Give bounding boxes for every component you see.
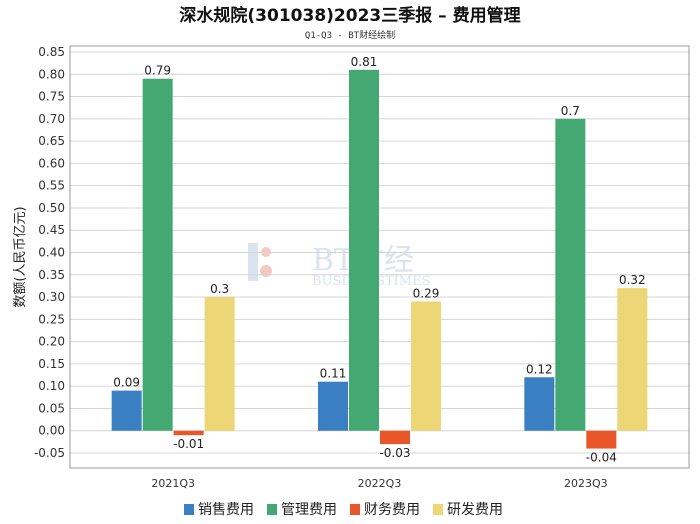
data-label: 0.12: [526, 362, 553, 376]
legend: 销售费用 管理费用 财务费用 研发费用: [184, 502, 503, 518]
bar: [617, 288, 648, 431]
y-tick-label: 0.70: [38, 112, 65, 126]
bar: [318, 381, 348, 431]
legend-label: 财务费用: [364, 502, 420, 518]
x-category-label: 2021Q3: [151, 477, 195, 490]
data-label: 0.09: [113, 376, 140, 390]
y-tick-label: 0.35: [38, 268, 65, 282]
y-tick-label: 0.75: [38, 90, 65, 104]
y-tick-label: 0.25: [38, 312, 65, 326]
legend-swatch: [350, 504, 360, 515]
legend-label: 研发费用: [447, 502, 503, 518]
x-category-label: 2023Q3: [564, 477, 608, 490]
y-tick-label: 0.85: [38, 45, 65, 59]
data-label: 0.7: [561, 104, 580, 118]
bar: [173, 430, 204, 436]
bars: [111, 69, 648, 449]
y-tick-label: 0.50: [38, 201, 65, 215]
legend-swatch: [184, 504, 194, 515]
chart-subtitle: Q1-Q3 - BT财经绘制: [305, 29, 395, 41]
x-axis-categories: 2021Q3 2022Q3 2023Q3: [151, 477, 607, 490]
y-tick-label: 0.40: [38, 246, 65, 260]
y-tick-label: 0.60: [38, 156, 65, 170]
data-label: 0.11: [320, 367, 347, 381]
y-axis-ticks: 0.85 0.80 0.75 0.70 0.65 0.60 0.55 0.50 0.45 0.40…: [34, 45, 65, 460]
legend-swatch: [267, 504, 277, 515]
bar: [142, 78, 173, 431]
data-label: 0.81: [351, 55, 378, 69]
y-tick-label: 0.30: [38, 290, 65, 304]
bar: [411, 301, 441, 431]
legend-label: 销售费用: [198, 502, 254, 518]
data-label: 0.32: [619, 273, 646, 287]
y-tick-label: 0.15: [38, 357, 65, 371]
bar: [524, 377, 555, 431]
watermark: BT财经 BUSINESSTIMES: [248, 243, 431, 289]
grid: [70, 51, 689, 454]
data-label: -0.03: [379, 446, 410, 460]
y-tick-label: 0.00: [38, 424, 65, 438]
x-category-label: 2022Q3: [358, 477, 402, 490]
y-tick-label: 0.10: [38, 379, 65, 393]
y-axis-label: 数额(人民币亿元): [13, 206, 28, 307]
y-tick-label: 0.65: [38, 134, 65, 148]
data-label: -0.04: [586, 451, 617, 465]
data-label: 0.29: [413, 287, 440, 301]
bar: [586, 430, 617, 449]
legend-label: 管理费用: [281, 502, 337, 518]
bar: [380, 430, 410, 445]
bar: [204, 297, 235, 431]
plot-frame: [69, 45, 690, 469]
data-label: -0.01: [173, 437, 204, 451]
bar: [111, 390, 142, 431]
data-labels: 0.09 0.79 -0.01 0.3 0.11 0.81 -0.03 0.29 0.12 0.7…: [113, 55, 645, 465]
data-label: 0.3: [210, 282, 229, 296]
legend-swatch: [433, 504, 443, 515]
y-tick-label: 0.55: [38, 179, 65, 193]
y-tick-label: 0.20: [38, 335, 65, 349]
y-tick-label: 0.45: [38, 223, 65, 237]
y-tick-label: 0.80: [38, 67, 65, 81]
watermark-logo-dot-bottom: [260, 265, 272, 277]
bar: [349, 69, 379, 431]
y-tick-label: 0.05: [38, 401, 65, 415]
bar: [555, 118, 586, 431]
y-tick-label: -0.05: [34, 446, 65, 460]
data-label: 0.79: [144, 64, 171, 78]
watermark-logo-bar: [248, 243, 258, 281]
chart-title: 深水规院(301038)2023三季报 – 费用管理: [179, 5, 520, 26]
